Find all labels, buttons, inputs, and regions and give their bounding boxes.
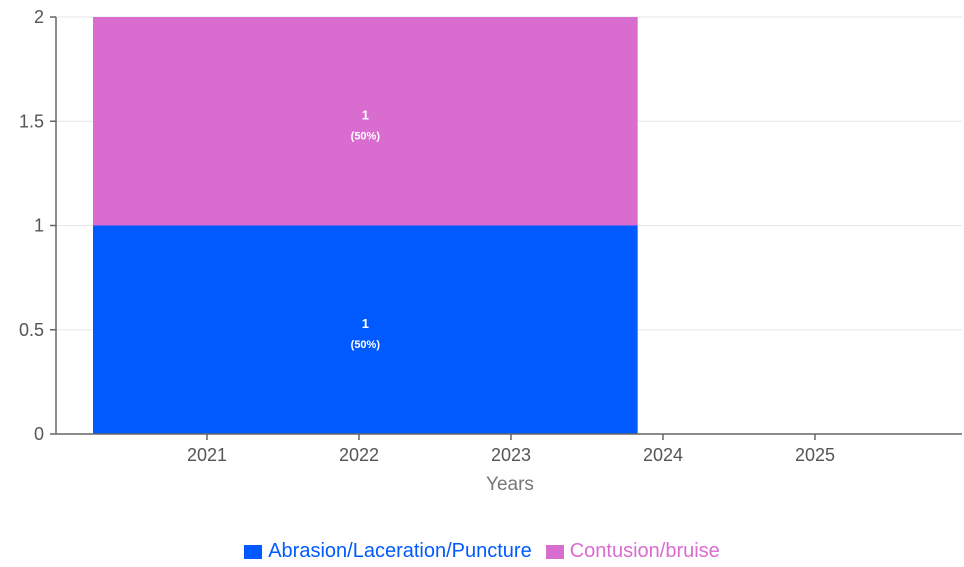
- legend-item-contusion[interactable]: Contusion/bruise: [545, 540, 720, 563]
- bar-percent-label-contusion: (50%): [351, 130, 381, 142]
- y-tick-label-0: 0: [34, 424, 44, 444]
- y-tick-label-2: 1: [34, 216, 44, 236]
- legend-label-contusion: Contusion/bruise: [569, 540, 720, 562]
- bar-value-label-contusion: 1: [362, 107, 369, 122]
- bar-stack: 1 (50%) 1 (50%): [93, 17, 638, 434]
- x-axis-title: Years: [486, 474, 534, 495]
- x-tick-label-2023: 2023: [491, 445, 531, 465]
- y-tick-label-4: 2: [34, 7, 44, 27]
- bar-value-label-abrasion: 1: [362, 316, 369, 331]
- x-ticks: 2021 2022 2023 2024 2025: [187, 434, 835, 465]
- x-tick-label-2022: 2022: [339, 445, 379, 465]
- x-tick-label-2024: 2024: [643, 445, 683, 465]
- x-tick-label-2025: 2025: [795, 445, 835, 465]
- legend-label-abrasion: Abrasion/Laceration/Puncture: [268, 540, 532, 562]
- y-tick-label-1: 0.5: [19, 320, 44, 340]
- legend-item-abrasion[interactable]: Abrasion/Laceration/Puncture: [244, 540, 532, 563]
- legend-swatch-abrasion: [244, 544, 263, 559]
- legend-swatch-contusion: [545, 544, 564, 559]
- chart-plot: 1(50%)1(50%) 00.511.52 2021 2022 2023 2024 2…: [19, 7, 962, 495]
- y-tick-label-3: 1.5: [19, 111, 44, 131]
- bar-percent-label-abrasion: (50%): [351, 339, 381, 351]
- x-tick-label-2021: 2021: [187, 445, 227, 465]
- y-ticks: 0 0.5 1 1.5 2: [19, 7, 56, 444]
- bar-segment-contusion[interactable]: [93, 17, 638, 226]
- legend: Abrasion/Laceration/Puncture Contusion/b…: [0, 540, 964, 563]
- bar-segment-abrasion[interactable]: [93, 225, 638, 435]
